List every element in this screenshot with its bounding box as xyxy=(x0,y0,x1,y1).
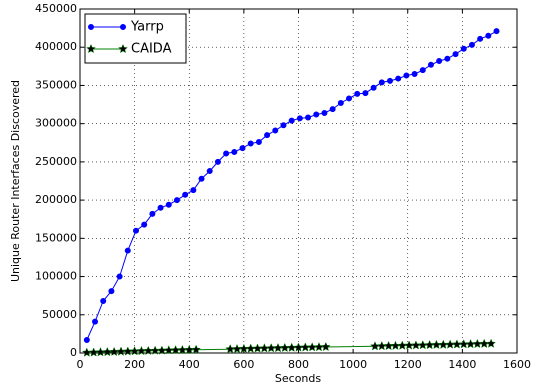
legend: Yarrp CAIDA xyxy=(84,13,187,64)
star-marker xyxy=(86,43,96,54)
x-axis-label: Seconds xyxy=(275,372,321,385)
point xyxy=(493,28,500,35)
point xyxy=(321,109,328,116)
point xyxy=(329,106,336,113)
point xyxy=(354,90,361,97)
point xyxy=(247,140,254,147)
y-tick-label: 150000 xyxy=(35,231,77,244)
point xyxy=(468,41,475,48)
point xyxy=(411,70,418,77)
x-tick-label: 1600 xyxy=(503,358,531,371)
star-marker xyxy=(320,341,331,352)
point xyxy=(255,139,262,146)
legend-label: Yarrp xyxy=(130,20,164,35)
plot-frame xyxy=(79,8,518,354)
x-tick-label: 200 xyxy=(124,358,145,371)
point xyxy=(92,318,99,325)
point xyxy=(116,273,123,280)
legend-label: CAIDA xyxy=(131,42,172,57)
point xyxy=(362,90,369,97)
point xyxy=(460,45,467,52)
point xyxy=(288,117,295,124)
point xyxy=(313,111,320,118)
x-tick-label: 0 xyxy=(77,358,84,371)
point xyxy=(83,337,90,344)
point xyxy=(141,221,148,228)
x-tick-label: 800 xyxy=(288,358,309,371)
star-marker xyxy=(118,43,128,54)
point xyxy=(370,84,377,91)
x-tick-label: 1400 xyxy=(448,358,476,371)
y-tick-label: 0 xyxy=(70,346,77,359)
y-axis-label: Unique Router Interfaces Discovered xyxy=(9,80,22,282)
point xyxy=(157,204,164,211)
point xyxy=(132,227,139,234)
point xyxy=(452,51,459,58)
point xyxy=(296,115,303,122)
point xyxy=(427,61,434,68)
point xyxy=(444,55,451,62)
point xyxy=(149,210,156,217)
y-tick-label: 50000 xyxy=(42,308,77,321)
x-tick-label: 1000 xyxy=(339,358,367,371)
point xyxy=(120,24,126,30)
point xyxy=(386,77,393,84)
point xyxy=(272,127,279,134)
point xyxy=(485,32,492,39)
point xyxy=(223,150,230,157)
point xyxy=(436,57,443,64)
point xyxy=(305,114,312,121)
point xyxy=(165,201,172,208)
point xyxy=(264,132,271,139)
point xyxy=(198,175,205,182)
point xyxy=(337,100,344,107)
point xyxy=(206,168,213,175)
point xyxy=(88,24,94,30)
legend-box xyxy=(84,13,187,64)
point xyxy=(173,197,180,204)
point xyxy=(403,72,410,79)
y-tick-label: 450000 xyxy=(35,2,77,15)
x-tick-label: 400 xyxy=(179,358,200,371)
y-tick-label: 400000 xyxy=(35,40,77,53)
point xyxy=(239,145,246,152)
y-tick-label: 350000 xyxy=(35,78,77,91)
point xyxy=(378,79,385,86)
point xyxy=(100,298,107,305)
y-tick-label: 300000 xyxy=(35,117,77,130)
point xyxy=(124,247,131,254)
point xyxy=(182,191,189,198)
point xyxy=(419,67,426,74)
point xyxy=(346,95,353,102)
point xyxy=(190,187,197,194)
point xyxy=(214,158,221,165)
star-marker xyxy=(486,338,496,348)
point xyxy=(395,75,402,82)
x-tick-label: 1200 xyxy=(394,358,422,371)
point xyxy=(231,148,238,155)
y-tick-label: 250000 xyxy=(35,155,77,168)
point xyxy=(280,122,287,129)
x-tick-label: 600 xyxy=(233,358,254,371)
point xyxy=(108,288,115,295)
y-tick-label: 100000 xyxy=(35,270,77,283)
y-tick-label: 200000 xyxy=(35,193,77,206)
star-marker xyxy=(191,344,202,354)
point xyxy=(477,35,484,42)
